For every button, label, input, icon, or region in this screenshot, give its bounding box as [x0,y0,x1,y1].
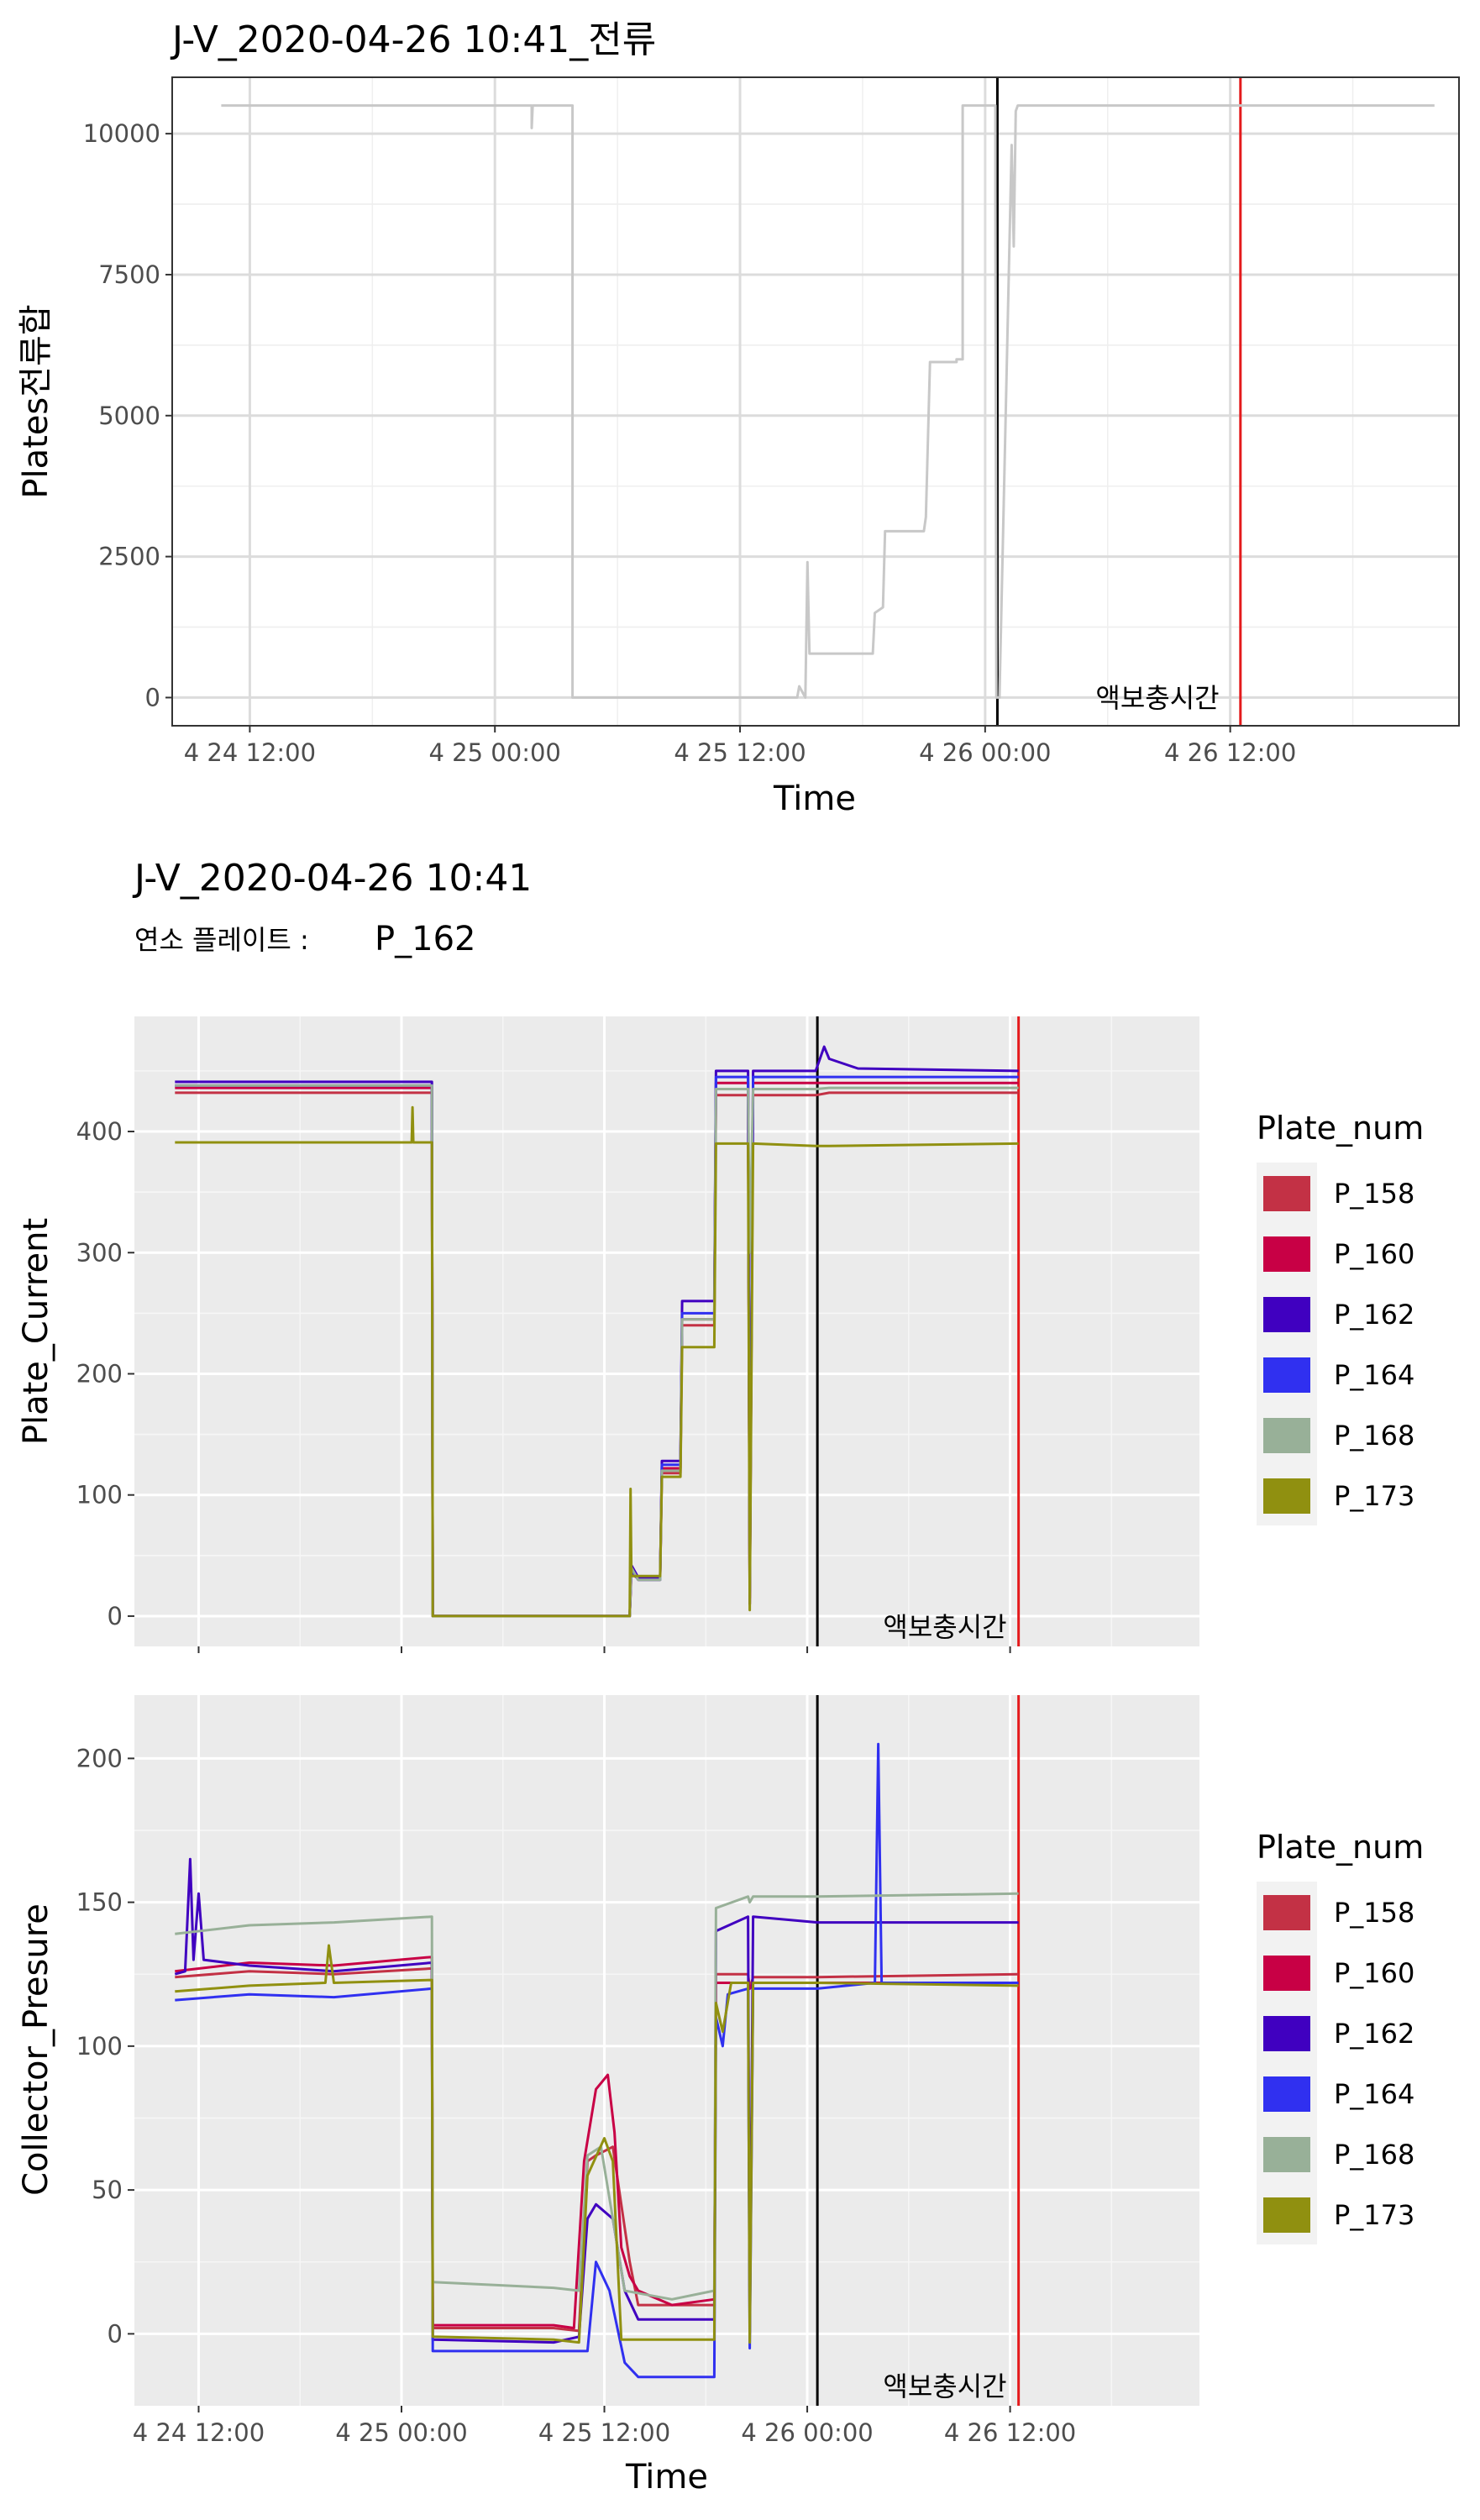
chart3-x-axis-title: Time [625,2458,708,2496]
chart1-annotation: 액보충시간 [1095,682,1219,714]
legend-swatch [1263,1956,1310,1991]
y-tick-label: 200 [76,1744,123,1772]
legend-label: P_164 [1334,2078,1414,2110]
chart3-y-axis-title: Collector_Presure [17,1903,55,2196]
y-tick-label: 300 [76,1238,123,1267]
legend-label: P_173 [1334,2199,1414,2231]
legend-swatch [1263,2137,1310,2172]
x-tick-label: 4 25 12:00 [538,2418,670,2447]
y-tick-label: 5000 [98,402,160,430]
x-tick-label: 4 25 12:00 [674,738,806,767]
legend-swatch [1263,2197,1310,2233]
x-tick-label: 4 24 12:00 [184,738,316,767]
legend-swatch [1263,1176,1310,1211]
legend-label: P_158 [1334,1178,1414,1210]
legend-swatch [1263,2016,1310,2051]
x-tick-label: 4 25 00:00 [429,738,561,767]
legend-label: P_168 [1334,1420,1414,1452]
y-tick-label: 400 [76,1117,123,1146]
legend-label: P_162 [1334,2018,1414,2050]
legend-swatch [1263,2076,1310,2112]
legend-label: P_158 [1334,1897,1414,1929]
series-line-P_168 [175,1892,1019,2301]
chart3-annotation: 액보충시간 [883,2370,1006,2402]
legend-label: P_160 [1334,1957,1414,1989]
y-tick-label: 0 [108,2319,123,2348]
y-tick-label: 150 [76,1888,123,1917]
y-tick-label: 0 [145,683,160,711]
x-tick-label: 4 26 12:00 [944,2418,1076,2447]
x-tick-label: 4 26 12:00 [1164,738,1296,767]
y-tick-label: 100 [76,2032,123,2061]
y-tick-label: 0 [108,1602,123,1630]
legend-swatch [1263,1895,1310,1930]
chart2-y-axis-title: Plate_Current [17,1218,55,1445]
x-tick-label: 4 26 00:00 [741,2418,873,2447]
y-tick-label: 100 [76,1481,123,1509]
legend-label: P_160 [1334,1238,1414,1270]
chart3-plot-area [134,1695,1199,2406]
chart2-title: J-V_2020-04-26 10:41 [132,857,532,900]
x-tick-label: 4 25 00:00 [335,2418,467,2447]
chart2-plot-area [134,1016,1199,1646]
y-tick-label: 2500 [98,543,160,571]
legend-label: P_164 [1334,1359,1414,1391]
legend-swatch [1263,1478,1310,1514]
y-tick-label: 50 [92,2176,123,2204]
chart1-plot-area [172,77,1459,726]
series-line-0 [221,104,1435,699]
legend-title: Plate_num [1257,1110,1424,1147]
chart1-x-axis-title: Time [773,780,856,818]
legend-label: P_168 [1334,2139,1414,2171]
series-line-P_173 [175,1944,1019,2344]
chart1-y-axis-title: Plates전류합 [17,304,55,498]
x-tick-label: 4 26 00:00 [919,738,1051,767]
chart2-subtitle-value: P_162 [375,920,475,958]
legend-swatch [1263,1357,1310,1393]
legend-title: Plate_num [1257,1829,1424,1866]
chart2-subtitle-label: 연소 플레이트 : [134,924,309,956]
legend-swatch [1263,1418,1310,1453]
legend-swatch [1263,1236,1310,1272]
x-tick-label: 4 24 12:00 [133,2418,265,2447]
y-tick-label: 7500 [98,260,160,289]
series-line-P_173 [175,1105,1019,1618]
legend-swatch [1263,1297,1310,1332]
chart1-title: J-V_2020-04-26 10:41_전류 [170,18,656,61]
y-tick-label: 10000 [83,119,160,148]
y-tick-label: 200 [76,1359,123,1388]
chart2-annotation: 액보충시간 [883,1611,1006,1643]
legend-label: P_162 [1334,1299,1414,1331]
legend-label: P_173 [1334,1480,1414,1512]
chart1-panel-border [171,76,1460,727]
